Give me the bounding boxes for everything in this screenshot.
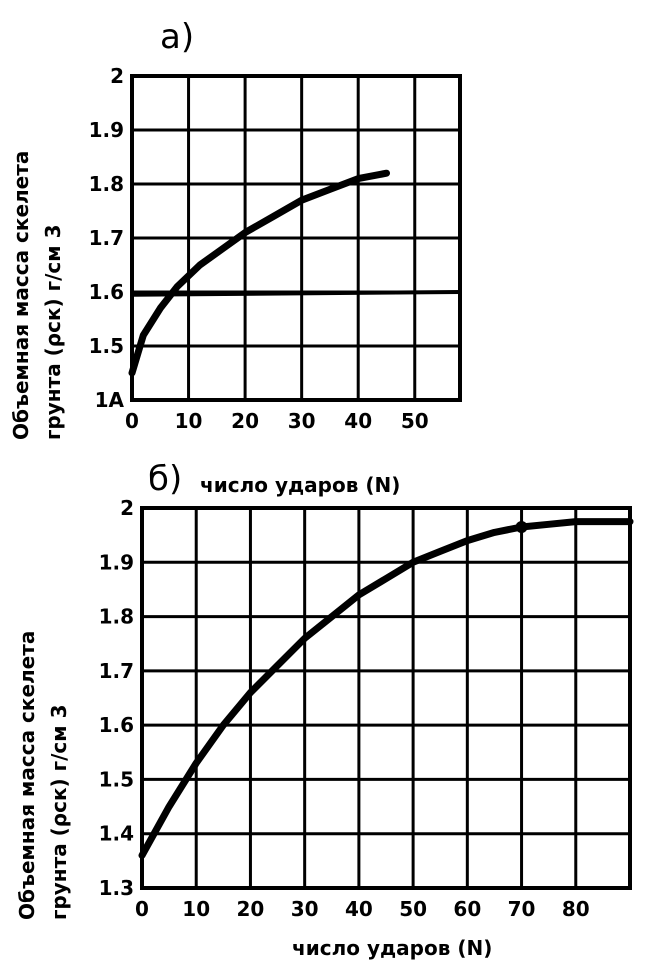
chart-b-ylabel-line1: Объемная масса скелета — [15, 631, 39, 920]
chart-b-y-tick-label: 1.5 — [99, 767, 134, 791]
chart-a-series-line — [128, 169, 390, 377]
chart-b-x-tick-label: 10 — [182, 897, 210, 921]
chart-b-series-line — [138, 518, 634, 859]
chart-a-reference-line — [131, 290, 461, 297]
chart-b-y-tick-label: 1.6 — [99, 713, 134, 737]
chart-a-y-tick-label: 1.9 — [89, 118, 124, 142]
chart-b-x-tick-label: 20 — [237, 897, 265, 921]
chart-a-x-tick-label: 0 — [125, 409, 139, 433]
chart-a-y-tick-label: 2 — [110, 64, 124, 88]
chart-a-y-tick-label: 1.7 — [89, 226, 124, 250]
chart-a-grid — [130, 74, 462, 402]
chart-a-y-tick-label: 1.6 — [89, 280, 124, 304]
chart-a-y-tick-label: 1.5 — [89, 334, 124, 358]
chart-b-y-tick-label: 1.3 — [99, 876, 134, 900]
chart-a: а) 0 10 20 30 40 50 1A 1.5 1.6 1.7 1.8 1.9 2 Объемн… — [9, 17, 462, 441]
chart-a-x-tick-label: 30 — [288, 409, 316, 433]
chart-b-x-tick-label: 50 — [399, 897, 427, 921]
chart-b-x-ticks: 0 10 20 30 40 50 60 70 80 — [135, 897, 590, 921]
chart-b-data-point — [515, 521, 528, 533]
chart-a-x-tick-label: 20 — [231, 409, 259, 433]
chart-a-ylabel-line1: Объемная масса скелета — [9, 151, 33, 440]
chart-b-y-tick-label: 1.7 — [99, 659, 134, 683]
chart-a-x-ticks: 0 10 20 30 40 50 — [125, 409, 429, 433]
chart-a-x-tick-label: 40 — [344, 409, 372, 433]
panel-a-label: а) — [160, 17, 194, 57]
chart-b-xlabel: число ударов (N) — [292, 936, 492, 960]
chart-a-y-tick-label: 1A — [95, 388, 125, 412]
chart-a-ylabel-line2: грунта (ρск) г/см 3 — [41, 225, 65, 441]
chart-b-x-tick-label: 30 — [291, 897, 319, 921]
chart-a-xlabel: число ударов (N) — [200, 473, 400, 497]
chart-b-y-tick-label: 2 — [120, 496, 134, 520]
chart-b-x-tick-label: 0 — [135, 897, 149, 921]
chart-b-y-ticks: 1.3 1.4 1.5 1.6 1.7 1.8 1.9 2 — [99, 496, 134, 900]
chart-a-y-ticks: 1A 1.5 1.6 1.7 1.8 1.9 2 — [89, 64, 125, 412]
chart-a-x-tick-label: 10 — [175, 409, 203, 433]
chart-a-y-tick-label: 1.8 — [89, 172, 124, 196]
panel-b-label: б) — [148, 459, 182, 499]
chart-b-x-tick-label: 40 — [345, 897, 373, 921]
chart-b-x-tick-label: 70 — [508, 897, 536, 921]
chart-b-y-tick-label: 1.9 — [99, 550, 134, 574]
chart-a-series — [128, 169, 461, 377]
chart-b-y-tick-label: 1.8 — [99, 605, 134, 629]
chart-b-grid — [140, 506, 632, 890]
chart-b-series — [138, 518, 634, 859]
chart-b-y-tick-label: 1.4 — [99, 822, 134, 846]
chart-b-x-tick-label: 80 — [562, 897, 590, 921]
chart-b: б) 0 10 20 30 40 50 60 70 80 1.31.41.51.61.71.81… — [15, 459, 634, 960]
chart-b-plot-frame — [140, 506, 632, 890]
chart-b-ylabel-line2: грунта (ρск) г/см 3 — [47, 705, 71, 921]
chart-a-x-tick-label: 50 — [401, 409, 429, 433]
chart-b-x-tick-label: 60 — [453, 897, 481, 921]
